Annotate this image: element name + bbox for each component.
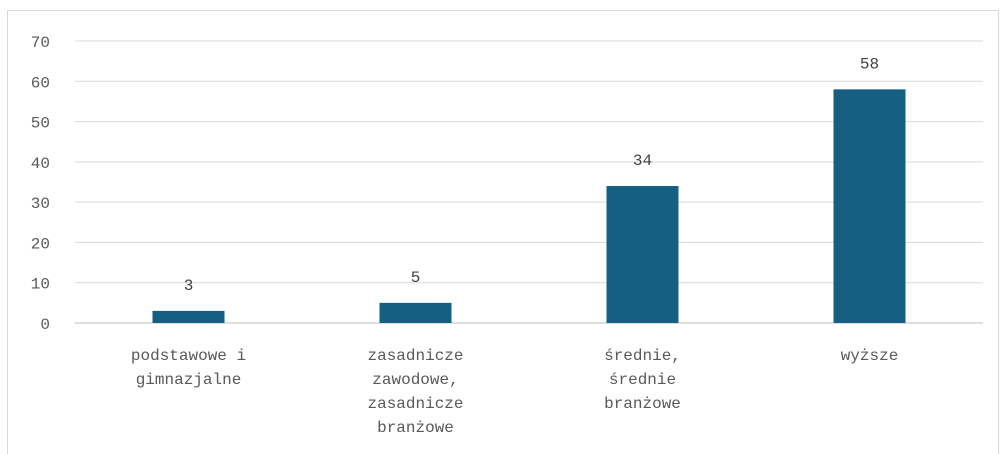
category-label-0-line-1: gimnazjalne	[136, 371, 242, 389]
data-label-2: 34	[633, 152, 652, 170]
y-tick-label-20: 20	[31, 235, 50, 253]
y-tick-label-60: 60	[31, 74, 50, 92]
category-label-1-line-0: zasadnicze	[367, 347, 463, 365]
category-label-1-line-1: zawodowe,	[372, 371, 458, 389]
bar-1	[379, 302, 452, 323]
category-label-2-line-0: średnie,	[604, 347, 681, 365]
bar-2	[606, 186, 679, 323]
category-label-1-line-2: zasadnicze	[367, 395, 463, 413]
y-tick-label-0: 0	[40, 316, 50, 334]
y-axis-tick-labels: 0 10 20 30 40 50 60 70	[31, 34, 50, 334]
y-tick-label-30: 30	[31, 195, 50, 213]
bars	[152, 89, 906, 323]
data-label-1: 5	[411, 269, 421, 287]
category-label-3-line-0: wyższe	[841, 347, 899, 365]
data-label-3: 58	[860, 55, 879, 73]
bar-0	[152, 310, 225, 323]
category-label-0-line-0: podstawowe i	[131, 347, 246, 365]
category-label-2-line-1: średnie	[609, 371, 676, 389]
gridlines	[75, 40, 983, 324]
y-tick-label-10: 10	[31, 276, 50, 294]
category-label-2-line-2: branżowe	[604, 395, 681, 413]
category-labels: podstawowe i gimnazjalne zasadnicze zawodow…	[131, 347, 898, 437]
y-tick-label-70: 70	[31, 34, 50, 52]
data-label-0: 3	[184, 277, 194, 295]
bar-3	[833, 89, 906, 323]
category-label-1-line-3: branżowe	[377, 419, 454, 437]
y-tick-label-50: 50	[31, 115, 50, 133]
y-tick-label-40: 40	[31, 155, 50, 173]
data-labels: 3 5 34 58	[184, 55, 879, 295]
